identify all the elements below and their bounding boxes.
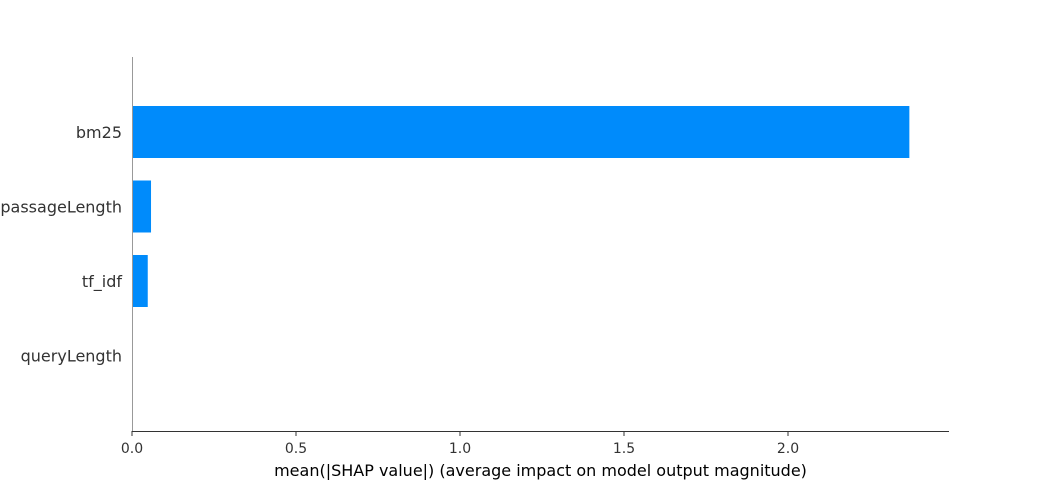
bar-bm25 [132,106,910,158]
x-tick-label: 1.5 [613,441,635,457]
bar-tf_idf [132,255,148,307]
y-tick-label-tf_idf: tf_idf [82,272,123,292]
y-tick-label-passageLength: passageLength [0,198,122,217]
x-tick-label: 1.0 [449,441,471,457]
x-ticks-group: 0.0 0.5 1.0 1.5 2.0 [121,431,799,457]
bars-group [132,106,910,307]
y-tick-label-queryLength: queryLength [21,347,122,366]
x-tick-label: 2.0 [777,441,799,457]
y-tick-label-bm25: bm25 [76,123,122,142]
x-tick-label: 0.0 [121,441,143,457]
x-tick-label: 0.5 [285,441,307,457]
y-tick-labels: bm25 passageLength tf_idf queryLength [0,123,122,366]
bar-passageLength [132,180,152,233]
x-axis-label: mean(|SHAP value|) (average impact on mo… [274,461,807,480]
